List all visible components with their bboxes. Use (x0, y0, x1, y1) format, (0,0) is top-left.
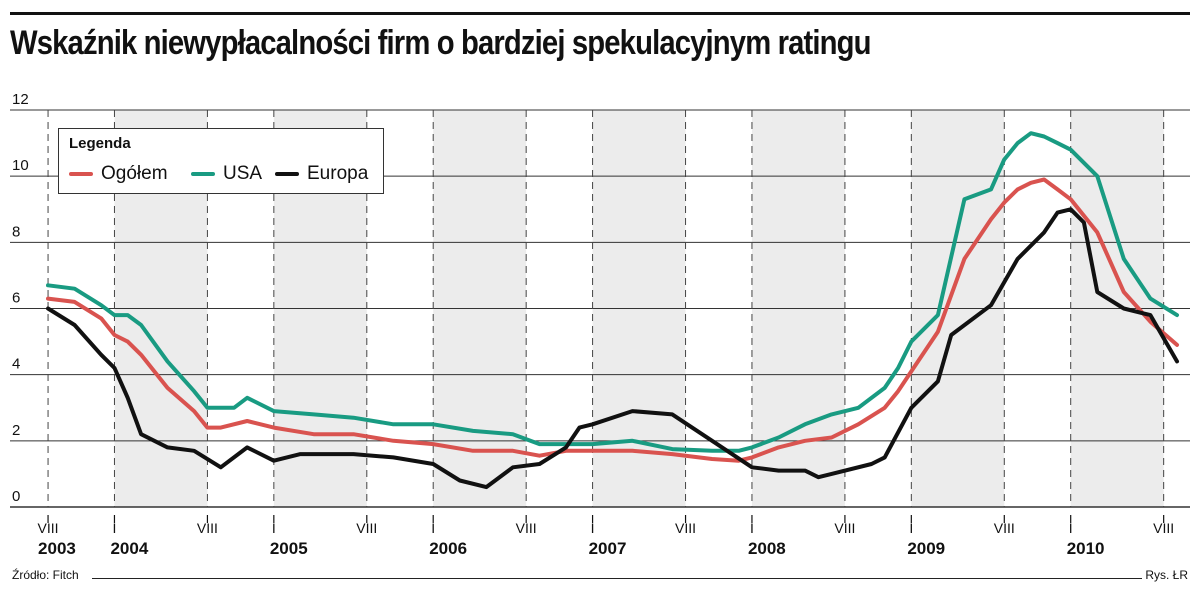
x-tick-label: VIII (197, 520, 218, 536)
series-line-ogolem (46, 177, 1179, 463)
x-tick-label: VIII (994, 520, 1015, 536)
footer-rule (92, 578, 1142, 579)
legend-label-usa: USA (223, 163, 263, 184)
credit-note: Rys. ŁR (1145, 568, 1188, 582)
legend-item-usa: USA (191, 163, 262, 185)
legend-item-europa: Europa (275, 163, 368, 185)
y-tick-label: 2 (12, 422, 20, 439)
year-label: 2003 (38, 539, 76, 558)
x-tick-label: I (909, 520, 913, 536)
year-label: 2009 (907, 539, 945, 558)
source-note: Źródło: Fitch (12, 568, 79, 582)
x-tick-label: VIII (38, 520, 59, 536)
x-tick-label: VIII (356, 520, 377, 536)
y-tick-label: 12 (12, 91, 29, 108)
x-tick-label: I (591, 520, 595, 536)
legend-swatch-usa (191, 172, 215, 176)
x-tick-label: I (750, 520, 754, 536)
y-tick-label: 4 (12, 356, 20, 373)
x-tick-label: VIII (516, 520, 537, 536)
legend: Legenda Ogółem USA Europa (58, 128, 384, 194)
legend-swatch-europa (275, 172, 299, 176)
x-tick-label: I (1069, 520, 1073, 536)
year-label: 2008 (748, 539, 786, 558)
legend-swatch-ogolem (69, 172, 93, 176)
y-tick-label: 6 (12, 290, 20, 307)
x-tick-label: I (431, 520, 435, 536)
chart-title: Wskaźnik niewypłacalności firm o bardzie… (10, 24, 872, 62)
year-label: 2010 (1067, 539, 1105, 558)
x-tick-label: I (272, 520, 276, 536)
series-line-usa (46, 131, 1179, 453)
year-label: 2007 (589, 539, 627, 558)
x-tick-label: I (113, 520, 117, 536)
year-label: 2006 (429, 539, 467, 558)
year-label: 2005 (270, 539, 308, 558)
legend-label-ogolem: Ogółem (101, 163, 168, 184)
y-tick-label: 0 (12, 488, 20, 505)
x-tick-label: VIII (834, 520, 855, 536)
y-tick-label: 10 (12, 157, 29, 174)
top-rule (10, 12, 1190, 15)
legend-label-europa: Europa (307, 163, 369, 184)
legend-title: Legenda (69, 135, 131, 152)
x-tick-label: VIII (675, 520, 696, 536)
y-tick-label: 8 (12, 223, 20, 240)
year-label: 2004 (110, 539, 148, 558)
x-tick-label: VIII (1153, 520, 1174, 536)
legend-item-ogolem: Ogółem (69, 163, 168, 185)
series-line-europa (46, 207, 1179, 490)
